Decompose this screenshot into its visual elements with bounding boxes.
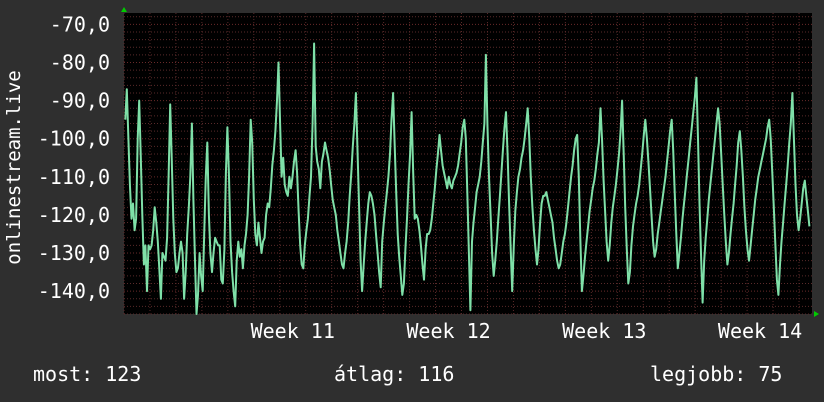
- y-tick-label: -70,0: [50, 12, 110, 36]
- stat-current: most: 123: [33, 362, 141, 386]
- x-axis-ticks: Week 11 Week 12 Week 13 Week 14: [251, 319, 803, 343]
- axis-arrows: [121, 7, 819, 317]
- stat-average-value: 116: [418, 362, 455, 386]
- stat-best-value: 75: [758, 362, 783, 386]
- stat-best: legjobb: 75: [650, 362, 782, 386]
- y-tick-label: -130,0: [38, 241, 110, 265]
- stat-current-value: 123: [105, 362, 142, 386]
- x-tick-label: Week 14: [718, 319, 802, 343]
- stat-current-label: most:: [33, 362, 94, 386]
- line-chart: -70,0 -80,0 -90,0 -100,0 -110,0 -120,0 -130,0 -…: [3, 7, 819, 343]
- stat-best-label: legjobb:: [650, 362, 747, 386]
- stat-average-label: átlag:: [334, 362, 407, 386]
- x-axis-arrow: [814, 311, 819, 317]
- y-tick-label: -140,0: [38, 279, 110, 303]
- y-tick-label: -110,0: [38, 165, 110, 189]
- y-tick-label: -100,0: [38, 127, 110, 151]
- y-tick-label: -90,0: [50, 89, 110, 113]
- plot-area: [124, 13, 812, 314]
- y-tick-label: -80,0: [50, 51, 110, 75]
- stat-average: átlag: 116: [334, 362, 454, 386]
- y-axis-arrow: [121, 7, 127, 12]
- y-axis-ticks: -70,0 -80,0 -90,0 -100,0 -110,0 -120,0 -130,0 -…: [38, 12, 110, 303]
- series-line: [124, 42, 811, 315]
- y-axis-label: onlinestream.live: [3, 70, 25, 264]
- x-tick-label: Week 12: [406, 319, 490, 343]
- x-tick-label: Week 13: [562, 319, 646, 343]
- x-tick-label: Week 11: [251, 319, 335, 343]
- y-tick-label: -120,0: [38, 203, 110, 227]
